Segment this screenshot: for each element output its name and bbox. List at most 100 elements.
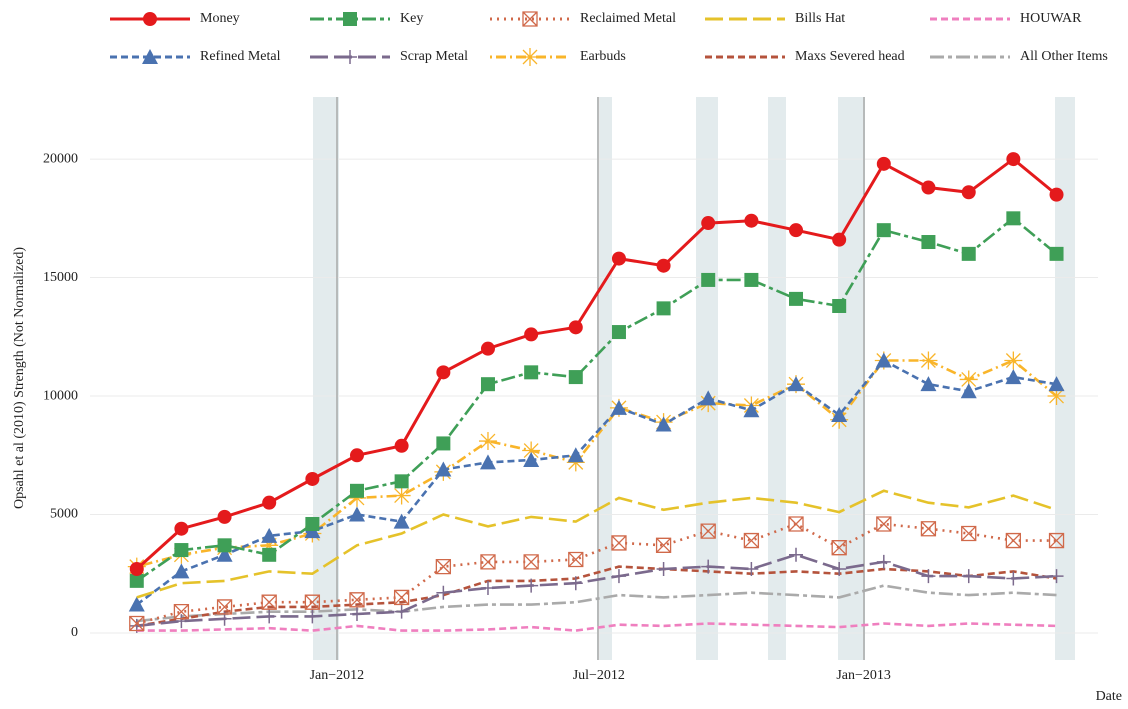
legend-label: Maxs Severed head xyxy=(795,49,905,64)
marker xyxy=(143,12,157,26)
x-tick-label: Jan−2012 xyxy=(310,668,365,683)
marker xyxy=(1048,376,1065,392)
marker xyxy=(305,609,320,624)
marker xyxy=(217,509,232,524)
marker xyxy=(174,543,189,558)
marker xyxy=(876,156,891,171)
marker xyxy=(348,506,365,522)
marker xyxy=(831,540,847,556)
marker xyxy=(343,12,357,26)
marker xyxy=(523,452,540,468)
marker xyxy=(832,562,847,577)
marker xyxy=(1006,571,1021,586)
marker xyxy=(701,559,716,574)
marker xyxy=(701,272,716,287)
marker xyxy=(701,216,716,231)
marker xyxy=(436,585,451,600)
marker xyxy=(216,599,233,615)
marker xyxy=(261,594,277,610)
marker xyxy=(1049,246,1064,261)
series-line xyxy=(136,584,1057,623)
marker xyxy=(568,576,583,591)
marker xyxy=(1049,569,1064,584)
legend-label: HOUWAR xyxy=(1020,11,1082,26)
marker xyxy=(611,569,626,584)
marker xyxy=(788,376,805,392)
marker xyxy=(566,453,585,472)
marker xyxy=(174,614,189,629)
marker xyxy=(129,615,145,632)
marker xyxy=(1005,369,1022,385)
series-line xyxy=(136,553,1057,628)
y-tick-label: 15000 xyxy=(43,270,78,285)
marker xyxy=(921,235,936,250)
marker xyxy=(611,535,627,551)
marker xyxy=(920,521,937,537)
marker xyxy=(349,448,364,463)
marker xyxy=(961,525,977,542)
marker xyxy=(142,49,158,64)
marker xyxy=(217,538,232,553)
marker xyxy=(523,554,539,570)
marker xyxy=(961,569,976,584)
series-line xyxy=(136,216,1058,582)
series xyxy=(136,584,1057,623)
marker xyxy=(129,573,144,588)
series xyxy=(129,547,1064,633)
marker xyxy=(919,351,938,370)
y-tick-label: 0 xyxy=(71,625,78,640)
legend-label: Money xyxy=(200,11,240,26)
marker xyxy=(832,298,847,313)
series xyxy=(129,152,1064,577)
y-tick-label: 10000 xyxy=(43,388,78,403)
marker xyxy=(921,180,936,195)
marker xyxy=(961,185,976,200)
marker xyxy=(568,370,583,385)
marker xyxy=(789,291,804,306)
marker xyxy=(611,251,626,266)
marker xyxy=(347,488,366,507)
marker xyxy=(1004,351,1023,370)
marker xyxy=(1047,387,1066,406)
marker xyxy=(262,609,277,624)
event-band xyxy=(696,97,718,660)
marker xyxy=(393,589,410,606)
x-tick-label: Jul−2012 xyxy=(573,668,625,683)
marker xyxy=(876,554,891,569)
marker xyxy=(349,483,364,498)
marker xyxy=(521,48,539,66)
marker xyxy=(876,516,892,532)
marker xyxy=(174,521,189,536)
marker xyxy=(789,547,804,562)
marker xyxy=(655,416,672,432)
series-line xyxy=(136,489,1057,599)
event-band xyxy=(838,97,865,660)
legend-label: All Other Items xyxy=(1020,49,1108,64)
legend-label: Reclaimed Metal xyxy=(580,11,676,26)
marker xyxy=(349,592,365,608)
series xyxy=(129,516,1065,632)
series xyxy=(136,489,1057,599)
marker xyxy=(524,327,539,342)
marker xyxy=(479,454,496,470)
marker xyxy=(480,341,495,356)
marker xyxy=(744,272,759,287)
series xyxy=(136,622,1057,632)
marker xyxy=(875,352,892,368)
marker xyxy=(961,246,976,261)
marker xyxy=(610,399,627,415)
marker xyxy=(831,406,848,422)
marker xyxy=(436,365,451,380)
marker xyxy=(480,554,496,570)
legend: Money Key Reclaimed Metal Bills Hat HOUWAR Re… xyxy=(110,11,1108,66)
marker xyxy=(524,578,539,593)
marker xyxy=(261,527,278,543)
marker xyxy=(305,516,320,531)
marker xyxy=(260,536,279,555)
marker xyxy=(128,596,145,612)
marker xyxy=(129,562,144,577)
marker xyxy=(744,213,759,228)
marker xyxy=(173,604,190,620)
series-line xyxy=(136,358,1057,606)
legend-label: Earbuds xyxy=(580,49,626,64)
